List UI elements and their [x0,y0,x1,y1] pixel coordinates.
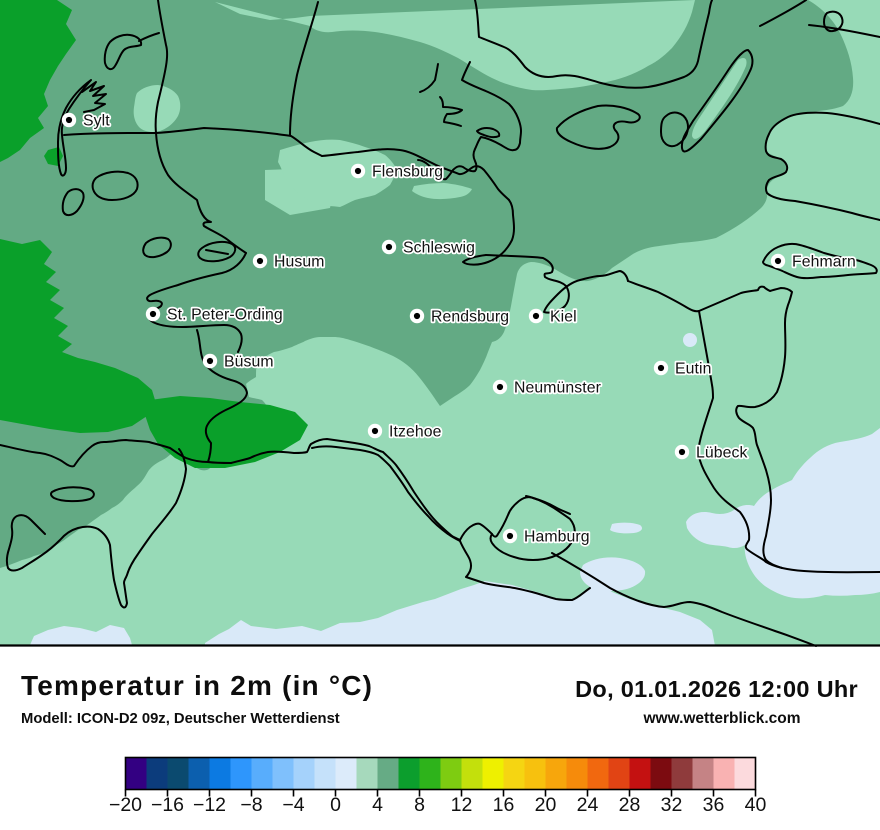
svg-text:−4: −4 [282,794,304,816]
svg-text:0: 0 [330,794,341,816]
svg-text:Rendsburg: Rendsburg [431,309,509,326]
svg-text:12: 12 [451,794,473,816]
svg-text:Kiel: Kiel [550,309,577,326]
svg-text:40: 40 [745,794,767,816]
svg-text:Hamburg: Hamburg [524,529,590,546]
svg-text:Fehmarn: Fehmarn [792,254,856,271]
svg-text:16: 16 [493,794,515,816]
svg-text:St. Peter-Ording: St. Peter-Ording [167,307,283,324]
svg-text:Schleswig: Schleswig [403,240,475,257]
svg-text:Temperatur in 2m (in °C): Temperatur in 2m (in °C) [21,670,373,701]
svg-text:24: 24 [577,794,599,816]
svg-text:Flensburg: Flensburg [372,164,443,181]
svg-text:Neumünster: Neumünster [514,380,601,397]
svg-text:Eutin: Eutin [675,361,712,378]
svg-text:−20: −20 [109,794,142,816]
svg-text:www.wetterblick.com: www.wetterblick.com [642,710,800,727]
svg-text:32: 32 [661,794,683,816]
svg-text:20: 20 [535,794,557,816]
svg-text:8: 8 [414,794,425,816]
svg-text:28: 28 [619,794,641,816]
svg-text:Do, 01.01.2026 12:00 Uhr: Do, 01.01.2026 12:00 Uhr [575,676,858,702]
svg-text:Husum: Husum [274,254,325,271]
svg-text:Büsum: Büsum [224,354,274,371]
svg-text:36: 36 [703,794,725,816]
svg-text:Sylt: Sylt [83,113,110,130]
svg-text:−12: −12 [193,794,226,816]
svg-text:−8: −8 [240,794,262,816]
svg-text:Lübeck: Lübeck [696,445,748,462]
svg-text:−16: −16 [151,794,184,816]
svg-text:4: 4 [372,794,383,816]
svg-text:Itzehoe: Itzehoe [389,424,442,441]
svg-text:Modell: ICON-D2 09z, Deutscher: Modell: ICON-D2 09z, Deutscher Wetterdie… [21,711,340,727]
